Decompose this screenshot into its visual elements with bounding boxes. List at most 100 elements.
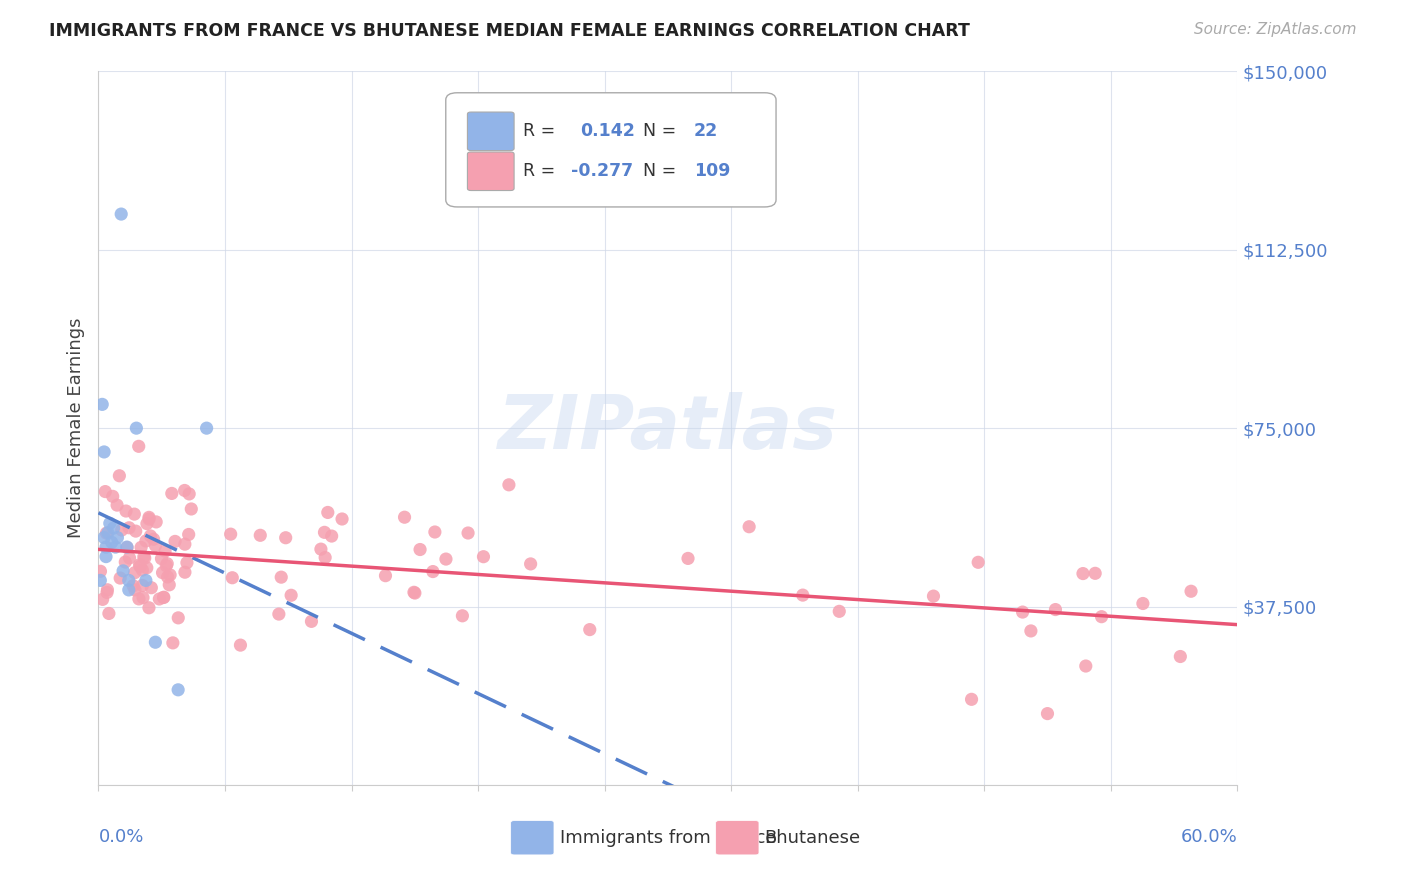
Point [131,563,153,577]
Point [135,516,157,531]
Point [91,592,114,607]
Point [156,570,179,584]
Point [960,692,983,706]
Text: 60.0%: 60.0% [1181,828,1237,846]
Point [157,578,180,592]
Point [174,565,197,579]
Text: IMMIGRANTS FROM FRANCE VS BHUTANESE MEDIAN FEMALE EARNINGS CORRELATION CHART: IMMIGRANTS FROM FRANCE VS BHUTANESE MEDI… [49,22,970,40]
Point [129,559,152,574]
Point [159,568,181,582]
Point [423,524,446,539]
Point [135,574,157,588]
Point [89,564,111,578]
Text: ZIPatlas: ZIPatlas [498,392,838,465]
Point [138,600,160,615]
Point [110,207,132,221]
Point [167,682,190,697]
Point [578,623,600,637]
Point [112,564,135,578]
Point [922,589,945,603]
Point [152,591,174,605]
Point [135,561,157,575]
Point [93,531,115,545]
Point [132,591,155,605]
FancyBboxPatch shape [467,112,515,151]
Point [122,579,145,593]
Point [301,615,323,629]
Point [97,525,120,540]
Point [118,521,141,535]
Point [89,574,111,588]
Point [219,527,242,541]
Text: R =: R = [523,162,555,180]
Point [103,521,125,535]
Point [434,552,457,566]
Point [128,591,150,606]
Text: R =: R = [523,122,555,140]
Point [135,533,157,548]
Point [472,549,495,564]
Point [111,523,134,537]
Point [498,478,520,492]
Point [1084,566,1107,581]
FancyBboxPatch shape [510,821,554,855]
Point [374,568,396,582]
Point [1074,659,1097,673]
Point [100,535,122,549]
Point [96,585,118,599]
Point [129,541,152,555]
FancyBboxPatch shape [716,821,759,855]
Point [125,524,148,538]
FancyBboxPatch shape [467,152,515,191]
Point [153,544,176,558]
Point [177,527,200,541]
Text: 109: 109 [695,162,731,180]
Point [267,607,290,621]
Point [676,551,699,566]
Point [108,468,131,483]
Point [142,533,165,547]
Point [409,542,432,557]
Text: 0.0%: 0.0% [98,828,143,846]
Point [270,570,292,584]
Point [316,505,339,519]
Text: Immigrants from France: Immigrants from France [560,829,776,847]
Point [124,507,146,521]
Point [124,566,146,580]
Point [107,531,129,545]
Point [115,541,138,555]
Point [104,540,127,554]
Point [309,542,332,557]
Point [96,526,118,541]
Point [155,558,177,573]
Point [402,585,425,599]
Point [1071,566,1094,581]
Point [519,557,541,571]
Point [138,510,160,524]
Point [422,565,444,579]
Point [108,571,131,585]
Point [314,525,336,540]
Point [967,555,990,569]
Point [94,549,117,564]
Point [179,487,201,501]
Point [141,581,163,595]
Point [101,489,124,503]
Point [173,483,195,498]
Point [1132,597,1154,611]
Point [114,555,136,569]
Point [152,566,174,580]
Point [125,421,148,435]
Point [128,439,150,453]
Point [96,582,118,597]
Text: Source: ZipAtlas.com: Source: ZipAtlas.com [1194,22,1357,37]
Point [138,512,160,526]
Point [150,551,173,566]
Point [330,512,353,526]
Point [118,550,141,565]
Point [94,484,117,499]
Point [156,557,179,571]
Point [148,592,170,607]
Point [280,588,302,602]
Point [1011,605,1033,619]
